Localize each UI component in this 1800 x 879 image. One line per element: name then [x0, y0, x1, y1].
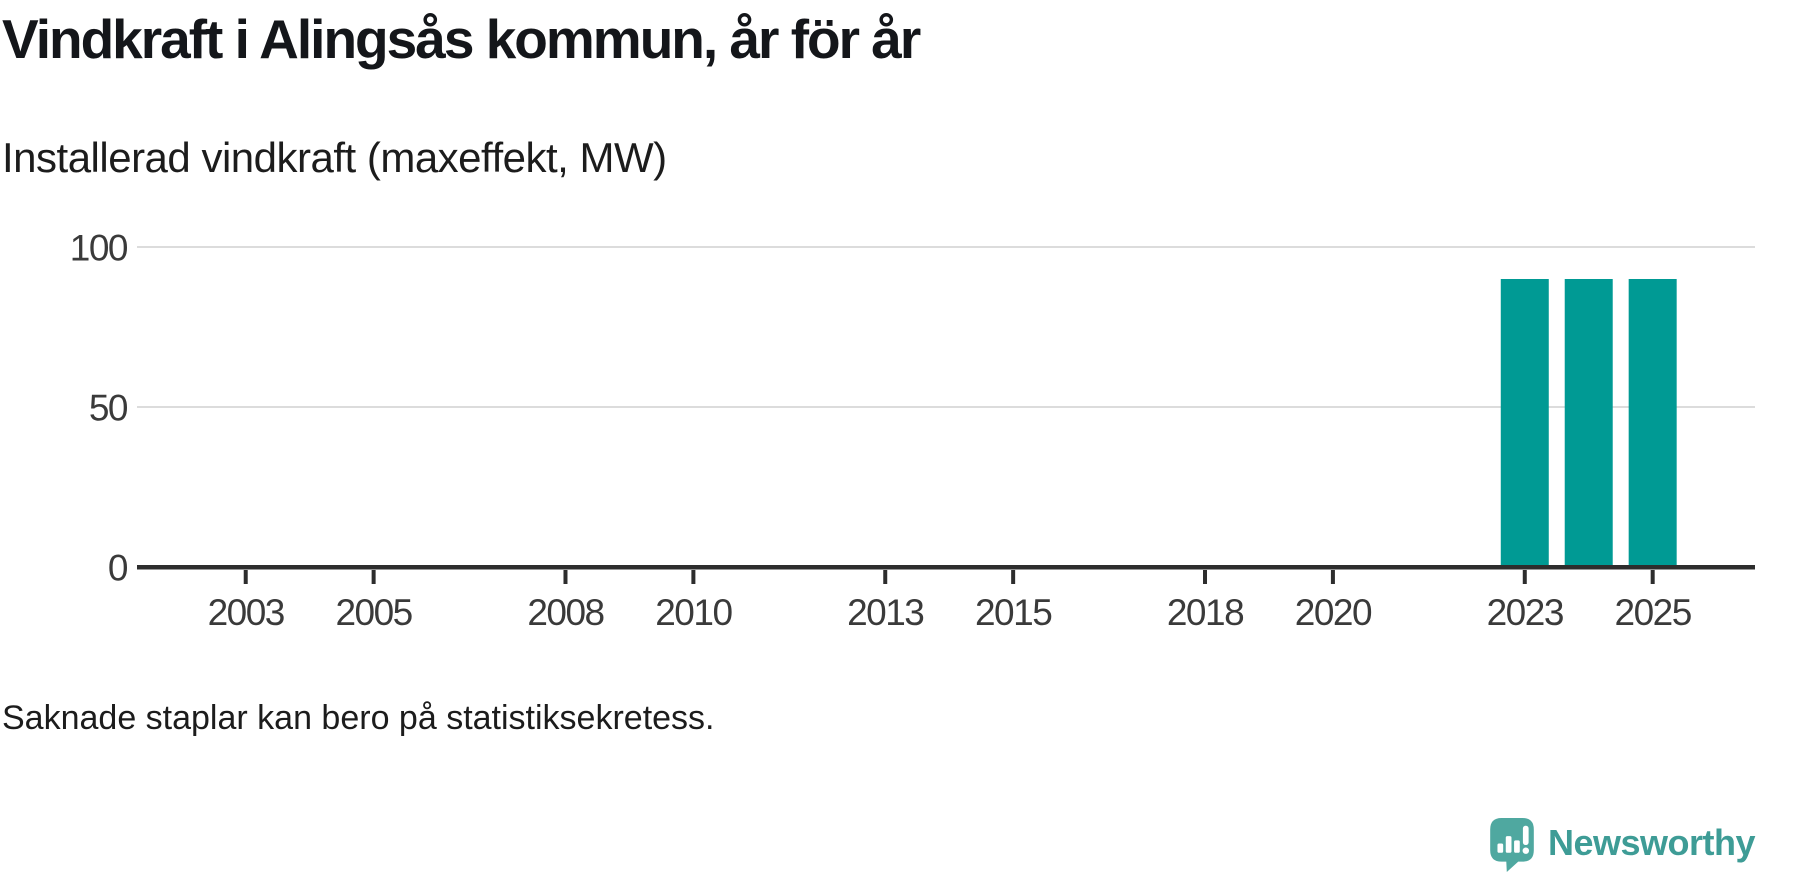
x-tick-2020	[1330, 570, 1335, 584]
x-tick-label-2023: 2023	[1487, 592, 1563, 633]
x-tick-2005	[371, 570, 376, 584]
newsworthy-wordmark: Newsworthy	[1548, 822, 1756, 863]
x-tick-label-2008: 2008	[527, 592, 603, 633]
bar-2025	[1628, 279, 1677, 567]
x-tick-2018	[1203, 570, 1208, 584]
x-tick-2010	[691, 570, 696, 584]
y-tick-label-0: 0	[108, 548, 128, 589]
chart-footnote: Saknade staplar kan bero på statistiksek…	[2, 699, 715, 737]
logo-mini-bar-2	[1505, 836, 1512, 853]
x-tick-label-2003: 2003	[208, 592, 284, 633]
x-tick-2003	[243, 570, 248, 584]
x-tick-label-2013: 2013	[847, 592, 923, 633]
y-tick-label-50: 50	[89, 388, 128, 429]
logo-mini-bar-1	[1497, 843, 1504, 853]
x-tick-label-2010: 2010	[655, 592, 732, 633]
x-tick-2025	[1650, 570, 1655, 584]
y-tick-label-100: 100	[70, 228, 128, 269]
newsworthy-icon	[1490, 818, 1534, 872]
x-tick-2013	[883, 570, 888, 584]
newsworthy-logo: Newsworthy	[1490, 818, 1756, 872]
x-tick-label-2025: 2025	[1615, 592, 1692, 633]
logo-exclamation-dot	[1522, 847, 1530, 854]
bar-2023	[1500, 279, 1549, 567]
x-tick-2015	[1011, 570, 1016, 584]
logo-exclamation-bar	[1522, 825, 1529, 845]
x-tick-label-2020: 2020	[1295, 592, 1372, 633]
x-axis-line	[137, 565, 1755, 570]
x-tick-label-2015: 2015	[975, 592, 1052, 633]
speech-bubble-shape	[1490, 818, 1534, 872]
x-tick-2023	[1522, 570, 1527, 584]
chart-title: Vindkraft i Alingsås kommun, år för år	[2, 8, 921, 70]
x-tick-2008	[563, 570, 568, 584]
x-tick-label-2018: 2018	[1167, 592, 1243, 633]
bar-2024	[1564, 279, 1613, 567]
logo-mini-bar-3	[1514, 840, 1520, 853]
chart-subtitle: Installerad vindkraft (maxeffekt, MW)	[2, 134, 667, 181]
x-tick-label-2005: 2005	[335, 592, 412, 633]
